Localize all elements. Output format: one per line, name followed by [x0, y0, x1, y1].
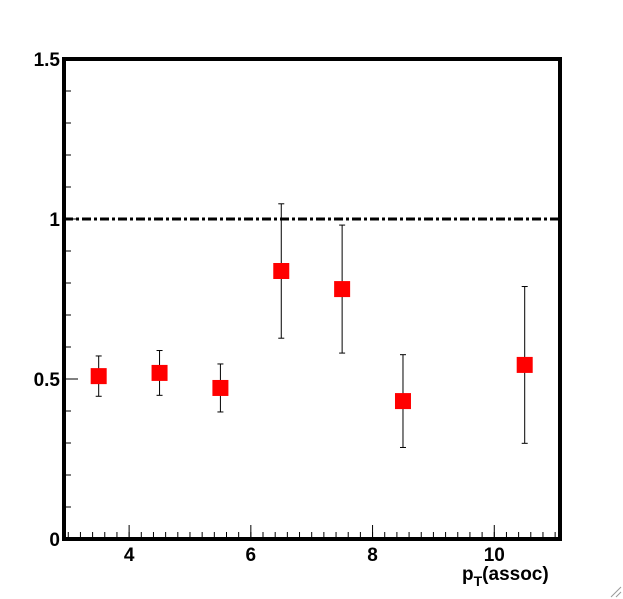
- x-tick-label: 4: [124, 545, 135, 566]
- y-tick-label: 1: [49, 210, 60, 231]
- point: [90, 368, 107, 385]
- point: [394, 393, 411, 410]
- x-axis-label-main: p: [462, 564, 474, 585]
- x-tick-label: 10: [484, 545, 505, 566]
- y-tick-label: 0.5: [34, 370, 61, 391]
- x-tick-label: 6: [246, 545, 257, 566]
- point: [151, 364, 168, 381]
- plot-frame: [62, 57, 562, 541]
- y-tick-label: 1.5: [34, 50, 61, 71]
- x-tick-label: 8: [367, 545, 378, 566]
- x-axis-label: pT(assoc): [462, 564, 549, 589]
- x-axis-label-sub: T: [474, 573, 483, 589]
- point: [273, 263, 290, 279]
- point: [334, 281, 351, 298]
- y-tick-label: 0: [49, 530, 60, 551]
- x-axis-label-suffix: (assoc): [482, 564, 549, 585]
- point: [212, 379, 229, 396]
- point: [516, 356, 533, 373]
- resize-grip: [610, 586, 622, 598]
